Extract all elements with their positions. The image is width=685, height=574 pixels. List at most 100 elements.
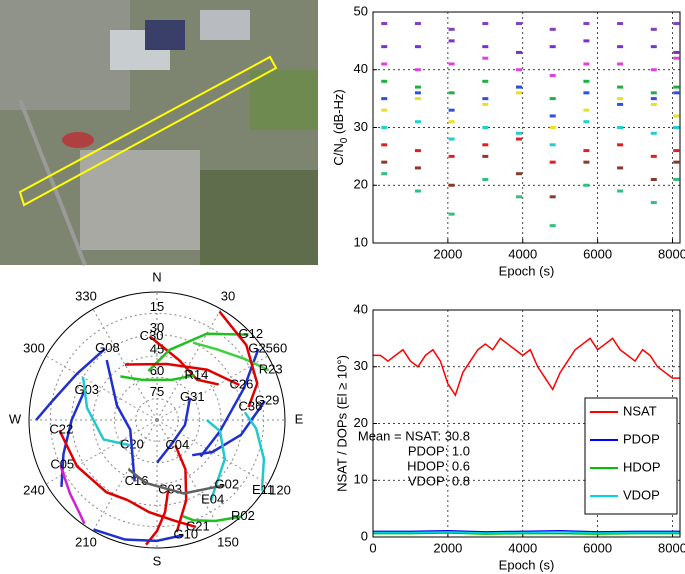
data-point <box>516 68 523 72</box>
satellite-track <box>58 429 129 502</box>
data-point <box>482 79 489 83</box>
x-tick-label: 8000 <box>658 540 685 555</box>
azimuth-label: 300 <box>23 340 45 355</box>
satellite-label: G02 <box>215 477 240 492</box>
satellite-track <box>127 499 197 529</box>
azimuth-label: 150 <box>217 534 239 549</box>
y-tick-label: 50 <box>354 3 368 18</box>
direction-label: N <box>152 269 161 284</box>
data-point <box>673 22 680 26</box>
data-point <box>583 39 590 43</box>
data-point <box>448 183 455 187</box>
data-point <box>583 120 590 124</box>
satellite-label: G25 <box>248 340 273 355</box>
satellite-track <box>199 348 260 458</box>
data-point <box>482 143 489 147</box>
legend-label: VDOP <box>623 487 660 502</box>
satellite-track <box>218 310 259 408</box>
satellite-label: G31 <box>180 389 205 404</box>
data-point <box>617 189 624 193</box>
annotation: HDOP: 0.6 <box>407 458 470 473</box>
direction-label: E <box>295 411 304 426</box>
data-point <box>583 62 590 66</box>
data-point <box>414 22 421 26</box>
satellite-label: C05 <box>50 457 74 472</box>
data-point <box>617 102 624 106</box>
azimuth-spoke <box>156 355 269 421</box>
data-point <box>414 189 421 193</box>
data-point <box>673 149 680 153</box>
satellite-track <box>243 411 266 491</box>
field <box>200 170 318 265</box>
satellite-track <box>120 374 195 382</box>
satellite-label: E11 <box>252 482 274 497</box>
data-point <box>482 56 489 60</box>
satellite-track <box>156 397 192 464</box>
data-point <box>381 143 388 147</box>
y-tick-label: 0 <box>361 528 368 543</box>
track-field <box>62 132 94 148</box>
y-label-unit: (dB-Hz) <box>331 89 346 137</box>
satellite-label: G29 <box>255 392 280 407</box>
data-point <box>549 27 556 31</box>
data-point <box>482 154 489 158</box>
data-point <box>673 50 680 54</box>
satellite-track <box>81 377 131 447</box>
data-point <box>583 149 590 153</box>
route-outline <box>18 55 278 207</box>
data-point <box>414 45 421 49</box>
satellite-track <box>127 468 225 495</box>
satellite-label: G12 <box>239 326 264 341</box>
data-point <box>583 91 590 95</box>
satellite-label: C26 <box>229 376 253 391</box>
data-point <box>650 131 657 135</box>
satellite-track <box>182 514 242 523</box>
data-point <box>673 126 680 129</box>
data-point <box>516 195 523 199</box>
satellite-label: R14 <box>184 367 208 382</box>
data-point <box>414 166 421 170</box>
satellite-track <box>174 444 188 533</box>
data-point <box>650 45 657 49</box>
data-point <box>516 22 523 26</box>
data-point <box>673 56 680 60</box>
data-point <box>448 39 455 43</box>
data-point <box>516 137 523 141</box>
x-axis-label: Epoch (s) <box>499 557 555 572</box>
satellite-label: R23 <box>259 362 283 377</box>
data-point <box>414 68 421 72</box>
data-point <box>448 91 455 95</box>
data-point <box>583 22 590 26</box>
data-point <box>650 91 657 95</box>
y-tick-label: 20 <box>354 177 368 192</box>
azimuth-label: 330 <box>75 288 97 303</box>
data-point <box>583 160 590 164</box>
data-point <box>617 97 624 101</box>
data-point <box>516 85 523 89</box>
y-tick-label: 10 <box>354 234 368 249</box>
data-point <box>650 102 657 106</box>
satellite-label: C30 <box>140 328 164 343</box>
satellite-label: C21 <box>186 518 210 533</box>
x-tick-label: 6000 <box>583 540 612 555</box>
x-axis-label: Epoch (s) <box>499 263 555 278</box>
elevation-label: 75 <box>150 384 164 399</box>
data-point <box>414 149 421 153</box>
y-tick-label: 20 <box>354 415 368 430</box>
annotation: PDOP: 1.0 <box>408 443 470 458</box>
data-point <box>549 195 556 199</box>
y-label-main: C/N <box>331 143 346 165</box>
satellite-track <box>105 359 136 482</box>
data-point <box>673 160 680 164</box>
building <box>200 10 250 40</box>
satellite-label: G10 <box>174 526 199 541</box>
data-point <box>549 143 556 147</box>
x-tick-label: 2000 <box>433 246 462 261</box>
elevation-ring <box>113 376 201 464</box>
x-tick-label: 6000 <box>583 246 612 261</box>
data-point <box>448 120 455 124</box>
elevation-label: 30 <box>150 320 164 335</box>
data-point <box>448 62 455 66</box>
series-line <box>373 530 680 533</box>
azimuth-label: 30 <box>221 288 235 303</box>
